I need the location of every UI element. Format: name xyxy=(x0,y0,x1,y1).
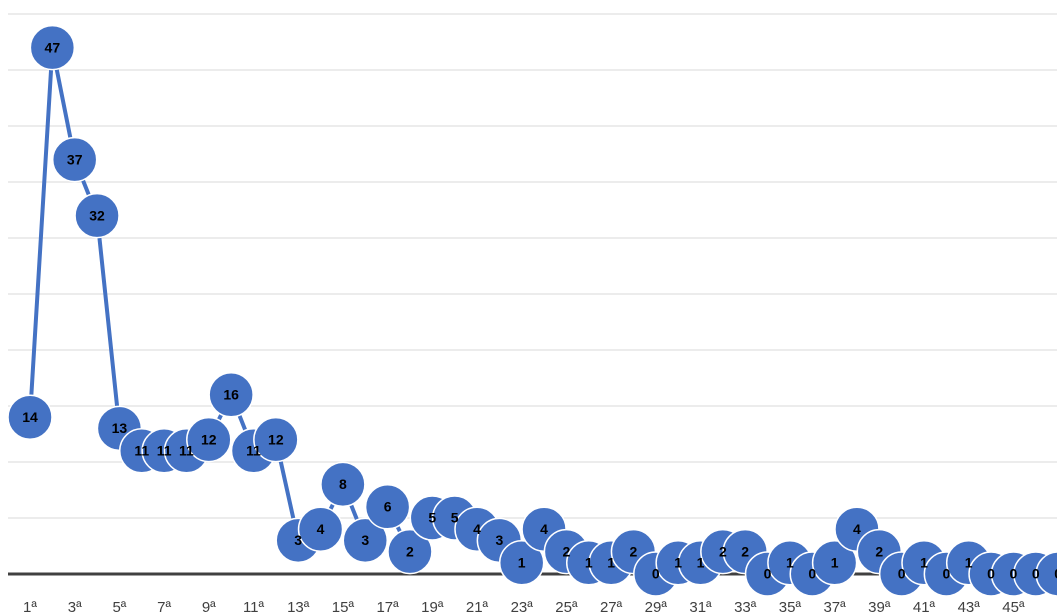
data-label: 1 xyxy=(965,555,973,571)
data-label: 1 xyxy=(786,555,794,571)
data-label: 32 xyxy=(89,207,105,223)
data-label: 3 xyxy=(294,532,302,548)
data-label: 11 xyxy=(157,443,172,459)
data-label: 1 xyxy=(607,555,615,571)
x-tick-labels: 1ª 3ª 5ª 7ª 9ª 11ª 13ª 15ª 17ª 19ª 21ª 23ª 25ª 27ª 29ª… xyxy=(23,599,1025,616)
x-tick-label: 3ª xyxy=(68,599,82,616)
x-tick-label: 29ª xyxy=(645,599,668,616)
data-point xyxy=(208,372,254,418)
x-tick-label: 13ª xyxy=(287,599,310,616)
data-label: 0 xyxy=(764,566,772,582)
x-tick-label: 43ª xyxy=(958,599,981,616)
data-point xyxy=(51,136,98,183)
data-label: 0 xyxy=(652,566,660,582)
data-label: 3 xyxy=(495,532,503,548)
data-label: 2 xyxy=(741,543,749,559)
data-label: 1 xyxy=(831,555,839,571)
x-tick-label: 27ª xyxy=(600,599,623,616)
data-label: 1 xyxy=(585,555,593,571)
data-label: 0 xyxy=(987,566,995,582)
series-line-layer xyxy=(28,45,1057,576)
data-label: 12 xyxy=(201,431,217,447)
data-label: 47 xyxy=(45,39,61,55)
data-label: 2 xyxy=(719,543,727,559)
data-label: 6 xyxy=(384,499,392,515)
x-tick-label: 31ª xyxy=(689,599,712,616)
data-point xyxy=(297,506,344,552)
data-point xyxy=(342,517,388,564)
data-points xyxy=(7,24,1057,597)
x-tick-label: 35ª xyxy=(779,599,802,616)
series-line xyxy=(28,45,1057,576)
x-tick-label: 45ª xyxy=(1002,599,1025,616)
data-point xyxy=(811,540,858,586)
data-label: 4 xyxy=(540,521,548,537)
data-point xyxy=(364,484,411,530)
data-point xyxy=(320,461,366,508)
data-label: 2 xyxy=(630,543,638,559)
data-label: 12 xyxy=(268,431,284,447)
data-point xyxy=(387,528,433,575)
x-tick-label: 17ª xyxy=(376,599,399,616)
data-label: 1 xyxy=(697,555,705,571)
x-tick-label: 19ª xyxy=(421,599,444,616)
x-tick-label: 7ª xyxy=(157,599,171,616)
data-label: 2 xyxy=(875,543,883,559)
x-tick-label: 41ª xyxy=(913,599,936,616)
data-point xyxy=(74,192,120,239)
x-tick-label: 33ª xyxy=(734,599,757,616)
data-label: 1 xyxy=(518,555,526,571)
data-label: 11 xyxy=(179,443,194,459)
x-tick-label: 5ª xyxy=(112,599,126,616)
data-label: 11 xyxy=(134,443,149,459)
data-label: 5 xyxy=(451,510,459,526)
data-point xyxy=(7,394,53,440)
x-tick-label: 39ª xyxy=(868,599,891,616)
data-label: 0 xyxy=(898,566,906,582)
x-tick-label: 11ª xyxy=(243,599,265,616)
data-label: 11 xyxy=(246,443,261,459)
data-label: 2 xyxy=(406,543,414,559)
x-tick-label: 21ª xyxy=(466,599,489,616)
data-label: 2 xyxy=(563,543,571,559)
x-tick-label: 1ª xyxy=(23,599,37,616)
data-label: 14 xyxy=(22,409,38,425)
x-tick-label: 9ª xyxy=(202,599,216,616)
x-tick-label: 15ª xyxy=(332,599,355,616)
data-point xyxy=(186,416,232,463)
data-label: 4 xyxy=(853,521,861,537)
x-tick-label: 25ª xyxy=(555,599,578,616)
data-label: 0 xyxy=(942,566,950,582)
x-tick-label: 23ª xyxy=(511,599,534,616)
data-label: 0 xyxy=(1032,566,1040,582)
data-label: 0 xyxy=(808,566,816,582)
data-label: 13 xyxy=(112,420,128,436)
data-label: 1 xyxy=(674,555,682,571)
data-label: 3 xyxy=(361,532,369,548)
x-tick-label: 37ª xyxy=(823,599,846,616)
data-label: 5 xyxy=(428,510,436,526)
data-label: 1 xyxy=(920,555,928,571)
data-point xyxy=(498,540,545,586)
data-label: 4 xyxy=(473,521,481,537)
data-label: 8 xyxy=(339,476,347,492)
data-label: 37 xyxy=(67,151,83,167)
data-label: 16 xyxy=(223,387,239,403)
data-label: 0 xyxy=(1010,566,1018,582)
data-point xyxy=(29,24,76,71)
data-point xyxy=(1035,551,1057,597)
data-label: 0 xyxy=(1054,566,1057,582)
data-label: 4 xyxy=(317,521,325,537)
data-point xyxy=(253,416,299,463)
